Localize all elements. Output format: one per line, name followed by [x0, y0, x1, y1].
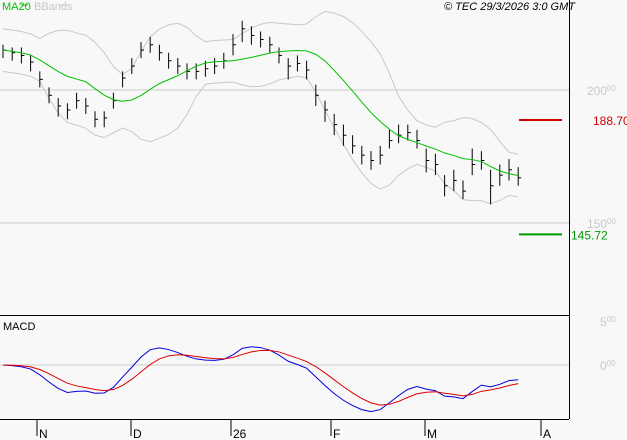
macd-panel — [2, 346, 519, 413]
x-tick-label: D — [133, 427, 142, 440]
copyright: © TEC 29/3/2026 3:0 GMT — [444, 1, 576, 13]
macd-line — [2, 346, 519, 413]
price-levels: 188.70 145.72 — [519, 114, 627, 242]
macd-signal-line — [2, 349, 519, 406]
level-label: 145.72 — [571, 228, 608, 242]
x-tick-label: F — [333, 427, 340, 440]
level-label: 188.70 — [593, 114, 627, 128]
bband-upper — [2, 10, 519, 155]
x-tick-label: M — [427, 427, 437, 440]
price-tick-label: 15000 — [587, 217, 616, 231]
x-tick-label: A — [543, 427, 551, 440]
macd-label: MACD — [3, 321, 35, 333]
ma20-line — [2, 49, 519, 177]
ma20-line — [2, 49, 519, 177]
legend-ma20: MA20 — [2, 1, 31, 13]
grid — [0, 89, 569, 366]
bband-lower — [2, 70, 519, 205]
price-bars — [2, 20, 522, 205]
legend-bbands: BBands — [34, 1, 73, 13]
macd-tick-label: 000 — [600, 359, 616, 373]
price-tick-label: 20000 — [587, 84, 616, 98]
x-tick-label: 26 — [233, 427, 247, 440]
bollinger-bands — [2, 10, 519, 205]
macd-tick-label: 500 — [600, 315, 616, 329]
x-tick-label: N — [39, 427, 48, 440]
